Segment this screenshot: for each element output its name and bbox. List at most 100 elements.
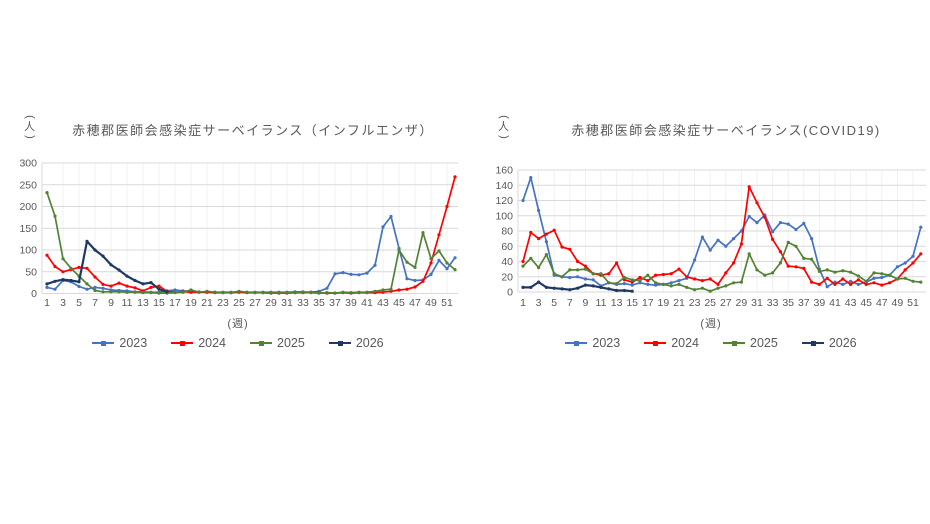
data-point-marker	[53, 214, 57, 218]
data-point-marker	[285, 291, 289, 295]
data-point-marker	[173, 291, 177, 295]
x-tick-label: 1	[520, 297, 526, 309]
data-point-marker	[325, 291, 329, 295]
data-point-marker	[732, 281, 736, 285]
data-point-marker	[771, 271, 775, 275]
data-point-marker	[93, 248, 97, 252]
data-point-marker	[802, 221, 806, 225]
x-tick-label: 41	[361, 297, 373, 309]
data-point-marker	[357, 290, 361, 294]
data-point-marker	[911, 279, 915, 283]
data-point-marker	[133, 290, 137, 294]
data-point-marker	[117, 268, 121, 272]
data-point-marker	[825, 276, 829, 280]
data-point-marker	[125, 290, 129, 294]
x-tick-label: 31	[751, 297, 763, 309]
data-point-marker	[630, 283, 634, 287]
data-point-marker	[437, 258, 441, 262]
data-point-marker	[903, 276, 907, 280]
data-point-marker	[724, 271, 728, 275]
data-point-marker	[521, 285, 525, 289]
data-point-marker	[521, 259, 525, 264]
data-point-marker	[333, 272, 337, 276]
y-tick-label: 160	[495, 165, 513, 177]
data-point-marker	[802, 256, 806, 260]
data-point-marker	[197, 290, 201, 294]
data-point-marker	[576, 259, 580, 264]
legend-label: 2024	[198, 336, 226, 350]
data-point-marker	[101, 254, 105, 258]
data-point-marker	[93, 275, 97, 279]
data-point-marker	[615, 261, 619, 265]
y-tick-label: 120	[495, 195, 513, 207]
x-tick-label: 49	[425, 297, 437, 309]
x-axis-unit-label: (週)	[227, 318, 249, 330]
data-point-marker	[622, 275, 626, 280]
data-point-marker	[599, 272, 603, 276]
data-point-marker	[405, 277, 409, 281]
data-point-marker	[453, 256, 457, 260]
data-point-marker	[101, 282, 105, 286]
data-point-marker	[747, 252, 751, 256]
covid19-chart: (人) 赤穂郡医師会感染症サーベイランス(COVID19) 0 20 40 60 80 1…	[492, 112, 930, 358]
data-point-marker	[708, 277, 712, 281]
data-point-marker	[708, 248, 712, 252]
y-tick-label: 80	[501, 226, 513, 238]
data-point-marker	[903, 268, 907, 272]
data-point-marker	[45, 282, 49, 286]
data-point-marker	[630, 280, 634, 284]
data-point-marker	[669, 281, 673, 285]
data-point-marker	[685, 285, 689, 289]
data-point-marker	[677, 279, 681, 283]
data-point-marker	[521, 264, 525, 268]
data-point-marker	[716, 238, 720, 242]
data-point-marker	[45, 253, 49, 257]
data-point-marker	[693, 258, 697, 262]
data-point-marker	[615, 288, 619, 293]
y-axis-unit-label: (人)	[23, 112, 35, 142]
data-point-marker	[693, 288, 697, 292]
x-tick-label: 17	[169, 297, 181, 309]
series-line-2025	[522, 241, 922, 293]
legend-line-marker-swatch	[644, 340, 667, 346]
y-tick-label: 300	[19, 158, 37, 170]
data-point-marker	[568, 275, 572, 280]
data-point-marker	[919, 280, 923, 284]
x-tick-label: 45	[860, 297, 872, 309]
data-point-marker	[911, 254, 915, 258]
data-point-marker	[856, 278, 860, 282]
x-tick-label: 7	[567, 297, 573, 309]
data-point-marker	[919, 252, 923, 256]
data-point-marker	[552, 228, 556, 232]
data-point-marker	[269, 291, 273, 295]
x-tick-label: 37	[798, 297, 810, 309]
data-point-marker	[413, 265, 417, 269]
data-point-marker	[888, 281, 892, 285]
data-point-marker	[747, 185, 751, 189]
data-point-marker	[856, 274, 860, 278]
x-tick-label: 13	[137, 297, 149, 309]
data-point-marker	[700, 235, 704, 239]
data-point-marker	[189, 288, 193, 292]
data-point-marker	[397, 288, 401, 292]
data-point-marker	[389, 287, 393, 291]
data-point-marker	[622, 282, 626, 286]
x-tick-label: 23	[689, 297, 701, 309]
data-point-marker	[591, 272, 595, 276]
data-point-marker	[325, 286, 329, 290]
data-point-marker	[405, 287, 409, 291]
data-point-marker	[591, 278, 595, 282]
data-point-marker	[708, 289, 712, 293]
x-tick-label: 43	[845, 297, 857, 309]
data-point-marker	[599, 285, 603, 289]
chart-title: 赤穂郡医師会感染症サーベイランス（インフルエンザ）	[72, 123, 434, 138]
data-point-marker	[537, 280, 541, 284]
legend-line-marker-swatch	[171, 340, 194, 346]
data-point-marker	[568, 268, 572, 272]
data-point-marker	[53, 279, 57, 283]
data-point-marker	[841, 277, 845, 281]
data-point-marker	[560, 245, 564, 249]
x-tick-label: 35	[313, 297, 325, 309]
data-point-marker	[763, 215, 767, 219]
data-point-marker	[724, 244, 728, 248]
